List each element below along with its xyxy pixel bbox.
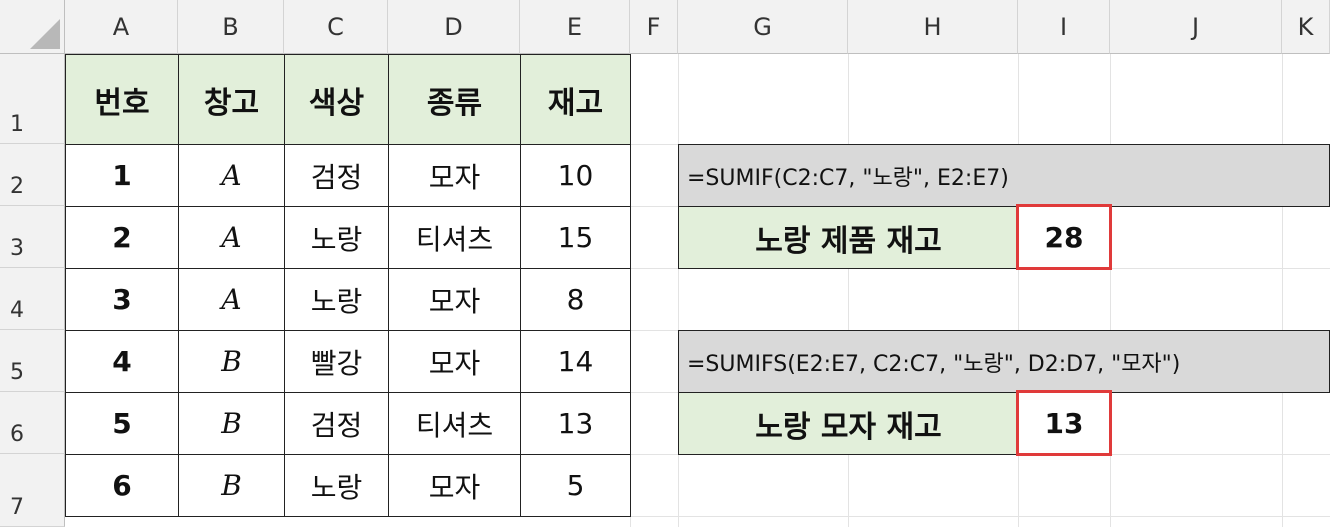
table-cell[interactable]: 티셔츠 (388, 206, 521, 269)
column-header-k[interactable]: K (1282, 0, 1330, 54)
table-cell[interactable]: 1 (65, 144, 179, 207)
table-cell[interactable]: 13 (520, 392, 631, 455)
header-cell-color[interactable]: 색상 (284, 54, 389, 145)
table-cell[interactable]: 빨강 (284, 330, 389, 393)
header-cell-warehouse[interactable]: 창고 (178, 54, 285, 145)
gridline (678, 54, 679, 527)
table-cell[interactable]: 5 (65, 392, 179, 455)
table-cell[interactable]: 3 (65, 268, 179, 331)
table-cell[interactable]: 모자 (388, 454, 521, 517)
sumifs-label-cell[interactable]: 노랑 모자 재고 (678, 392, 1019, 455)
row-header-1[interactable]: 1 (0, 54, 65, 144)
gridline (848, 54, 849, 527)
table-cell[interactable]: 모자 (388, 268, 521, 331)
column-header-h[interactable]: H (848, 0, 1018, 54)
row-header-7[interactable]: 7 (0, 454, 65, 527)
header-cell-stock[interactable]: 재고 (520, 54, 631, 145)
table-cell[interactable]: B (178, 454, 285, 517)
sumifs-formula-cell[interactable]: =SUMIFS(E2:E7, C2:C7, "노랑", D2:D7, "모자") (678, 330, 1330, 393)
header-cell-number[interactable]: 번호 (65, 54, 179, 145)
gridline (65, 516, 1330, 517)
table-cell[interactable]: 4 (65, 330, 179, 393)
table-cell[interactable]: A (178, 144, 285, 207)
select-all-triangle-icon (30, 19, 60, 49)
column-header-d[interactable]: D (388, 0, 520, 54)
table-cell[interactable]: 티셔츠 (388, 392, 521, 455)
table-cell[interactable]: 15 (520, 206, 631, 269)
table-cell[interactable]: 노랑 (284, 206, 389, 269)
table-cell[interactable]: 14 (520, 330, 631, 393)
sumifs-result-cell[interactable]: 13 (1016, 390, 1112, 456)
select-all-corner[interactable] (0, 0, 65, 54)
column-header-e[interactable]: E (520, 0, 630, 54)
table-cell[interactable]: 모자 (388, 330, 521, 393)
row-header-2[interactable]: 2 (0, 144, 65, 206)
table-cell[interactable]: B (178, 330, 285, 393)
column-header-f[interactable]: F (630, 0, 678, 54)
table-cell[interactable]: 5 (520, 454, 631, 517)
row-header-6[interactable]: 6 (0, 392, 65, 454)
table-cell[interactable]: A (178, 206, 285, 269)
table-cell[interactable]: 검정 (284, 144, 389, 207)
table-cell[interactable]: 노랑 (284, 268, 389, 331)
table-cell[interactable]: 6 (65, 454, 179, 517)
column-header-g[interactable]: G (678, 0, 848, 54)
column-header-a[interactable]: A (65, 0, 178, 54)
gridline (1282, 54, 1283, 527)
header-cell-type[interactable]: 종류 (388, 54, 521, 145)
gridline (1110, 54, 1111, 527)
column-header-i[interactable]: I (1018, 0, 1110, 54)
sumif-formula-cell[interactable]: =SUMIF(C2:C7, "노랑", E2:E7) (678, 144, 1330, 207)
table-cell[interactable]: 검정 (284, 392, 389, 455)
column-header-c[interactable]: C (284, 0, 388, 54)
table-cell[interactable]: B (178, 392, 285, 455)
table-cell[interactable]: A (178, 268, 285, 331)
sumif-result-cell[interactable]: 28 (1016, 204, 1112, 270)
table-cell[interactable]: 모자 (388, 144, 521, 207)
sumif-label-cell[interactable]: 노랑 제품 재고 (678, 206, 1019, 269)
table-cell[interactable]: 2 (65, 206, 179, 269)
table-cell[interactable]: 노랑 (284, 454, 389, 517)
table-cell[interactable]: 8 (520, 268, 631, 331)
gridline (1018, 54, 1019, 527)
column-header-j[interactable]: J (1110, 0, 1282, 54)
column-header-b[interactable]: B (178, 0, 284, 54)
row-header-4[interactable]: 4 (0, 268, 65, 330)
row-header-5[interactable]: 5 (0, 330, 65, 392)
table-cell[interactable]: 10 (520, 144, 631, 207)
row-header-3[interactable]: 3 (0, 206, 65, 268)
